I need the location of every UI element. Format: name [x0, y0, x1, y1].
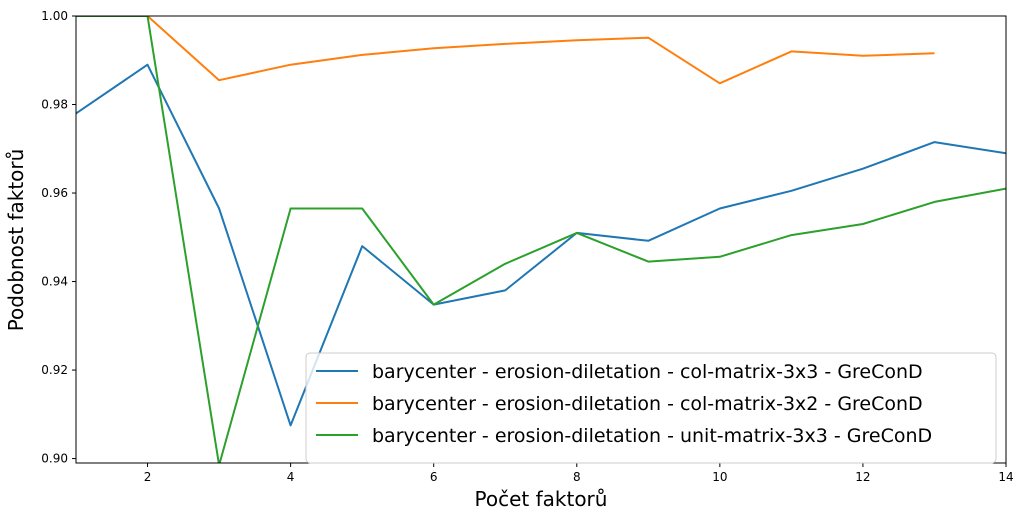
x-tick-label: 12 [855, 470, 870, 484]
series-line-3 [76, 16, 1006, 463]
x-axis-label: Počet faktorů [475, 487, 608, 511]
legend-label-1: barycenter - erosion-diletation - col-ma… [372, 361, 923, 383]
legend-label-3: barycenter - erosion-diletation - unit-m… [372, 425, 932, 447]
legend-label-2: barycenter - erosion-diletation - col-ma… [372, 393, 923, 415]
x-tick-label: 6 [430, 470, 438, 484]
y-tick-label: 0.92 [41, 363, 68, 377]
series-line-2 [76, 16, 935, 85]
x-tick-label: 10 [712, 470, 727, 484]
x-tick-label: 14 [998, 470, 1013, 484]
x-tick-label: 2 [144, 470, 152, 484]
y-tick-label: 0.96 [41, 186, 68, 200]
y-tick-label: 0.98 [41, 98, 68, 112]
series-layer [76, 16, 1006, 463]
y-tick-label: 1.00 [41, 9, 68, 23]
y-axis-ticks: 0.90 0.92 0.94 0.96 0.98 1.00 [41, 9, 76, 466]
y-axis-label: Podobnost faktorů [4, 149, 28, 332]
y-tick-label: 0.90 [41, 452, 68, 466]
y-tick-label: 0.94 [41, 275, 68, 289]
x-axis-ticks: 2 4 6 8 10 12 14 [144, 463, 1014, 484]
legend-box [305, 352, 997, 464]
legend: barycenter - erosion-diletation - col-ma… [305, 352, 997, 464]
series-line-1 [76, 63, 1006, 427]
x-tick-label: 8 [573, 470, 581, 484]
x-tick-label: 4 [287, 470, 295, 484]
